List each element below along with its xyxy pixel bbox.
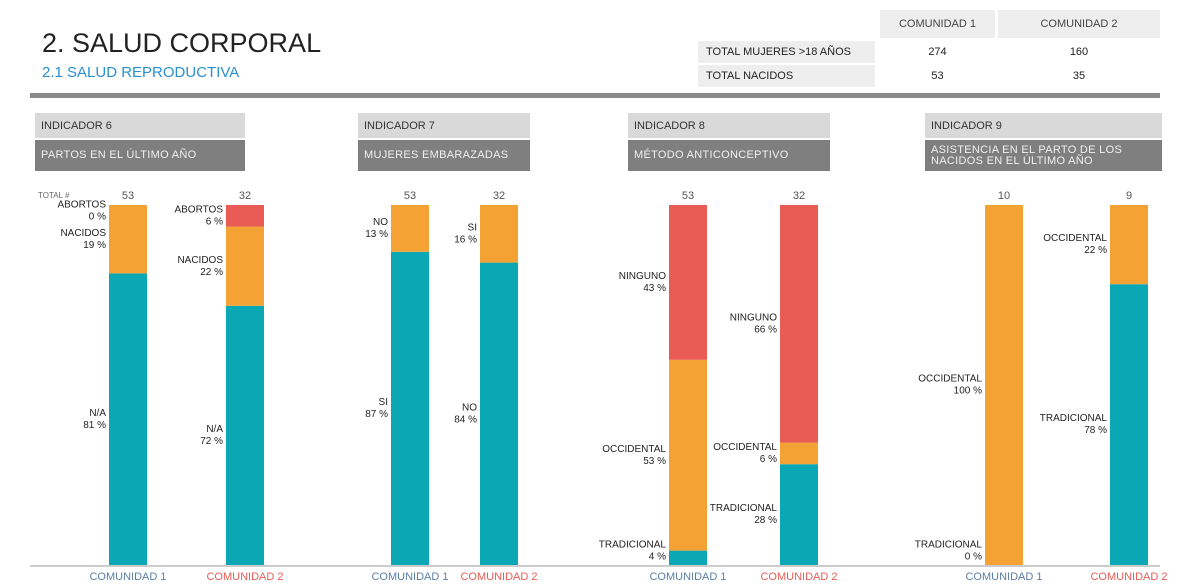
segment-label: 22 % — [200, 267, 223, 278]
bar-segment — [226, 226, 264, 306]
category-label: COMUNIDAD 1 — [89, 571, 166, 583]
segment-label: 13 % — [365, 229, 388, 240]
segment-label: 72 % — [200, 436, 223, 447]
segment-name: ABORTOS — [174, 204, 223, 215]
segment-name: NACIDOS — [60, 228, 106, 239]
total-label: TOTAL # — [38, 191, 70, 200]
segment-name: NO — [373, 217, 388, 228]
total: 53 — [404, 190, 416, 202]
segment-label: 81 % — [83, 420, 106, 431]
segment-label: 78 % — [1084, 425, 1107, 436]
total: 53 — [682, 190, 694, 202]
segment-name: N/A — [206, 424, 223, 435]
bar-segment — [109, 205, 147, 274]
total: 32 — [793, 190, 805, 202]
bar-segment — [669, 205, 707, 360]
segment-name: NACIDOS — [177, 255, 223, 266]
category-label: COMUNIDAD 2 — [760, 571, 837, 583]
page-title: 2. SALUD CORPORAL — [42, 28, 322, 58]
table-row-label: TOTAL MUJERES >18 AÑOS — [698, 41, 875, 63]
segment-name: NINGUNO — [619, 271, 666, 282]
table-cell: 274 — [928, 46, 947, 58]
page-subtitle: 2.1 SALUD REPRODUCTIVA — [42, 64, 240, 81]
indicator-title: ASISTENCIA EN EL PARTO DE LOS NACIDOS EN… — [925, 140, 1162, 171]
segment-label: 66 % — [754, 324, 777, 335]
segment-label: 100 % — [954, 386, 982, 397]
total: 32 — [493, 190, 505, 202]
segment-name: TRADICIONAL — [1040, 413, 1108, 424]
bar-segment — [669, 359, 707, 551]
category-label: COMUNIDAD 2 — [206, 571, 283, 583]
segment-label: 53 % — [643, 456, 666, 467]
table-row-label: TOTAL NACIDOS — [698, 65, 875, 87]
indicator-label: INDICADOR 9 — [925, 113, 1162, 138]
indicator-label: INDICADOR 8 — [628, 113, 830, 138]
total: 32 — [239, 190, 251, 202]
segment-name: TRADICIONAL — [599, 540, 667, 551]
segment-label: 28 % — [754, 515, 777, 526]
table-cell: 160 — [1069, 46, 1089, 58]
bar-segment — [391, 205, 429, 252]
category-label: COMUNIDAD 2 — [460, 571, 537, 583]
bar-segment — [109, 273, 147, 565]
table-cell: 53 — [931, 70, 944, 82]
total: 53 — [122, 190, 134, 202]
segment-name: OCCIDENTAL — [918, 374, 982, 385]
segment-label: 6 % — [760, 454, 777, 465]
indicator-title: MÉTODO ANTICONCEPTIVO — [628, 140, 830, 171]
table-header: COMUNIDAD 2 — [998, 10, 1160, 38]
segment-label: 4 % — [649, 552, 666, 563]
total: 10 — [998, 190, 1010, 202]
table-header: COMUNIDAD 1 — [880, 10, 995, 38]
bar-segment — [1110, 284, 1148, 565]
segment-name: SI — [379, 397, 388, 408]
bar-segment — [480, 205, 518, 263]
indicator-title: PARTOS EN EL ÚLTIMO AÑO — [35, 140, 245, 171]
bar-segment — [1110, 205, 1148, 285]
segment-name: OCCIDENTAL — [713, 442, 777, 453]
bar-segment — [480, 262, 518, 565]
total: 9 — [1126, 190, 1132, 202]
bar-segment — [669, 550, 707, 565]
segment-name: OCCIDENTAL — [1043, 233, 1107, 244]
segment-label: 19 % — [83, 240, 106, 251]
segment-label: 6 % — [206, 216, 223, 227]
segment-name: NINGUNO — [730, 312, 777, 323]
bar-segment — [985, 205, 1023, 565]
segment-label: 84 % — [454, 414, 477, 425]
segment-name: TRADICIONAL — [915, 540, 983, 551]
bar-segment — [226, 205, 264, 227]
bar-segment — [226, 305, 264, 565]
indicator-title: MUJERES EMBARAZADAS — [358, 140, 530, 171]
segment-label: 22 % — [1084, 245, 1107, 256]
segment-name: ABORTOS — [57, 200, 106, 211]
category-label: COMUNIDAD 1 — [965, 571, 1042, 583]
category-label: COMUNIDAD 1 — [371, 571, 448, 583]
segment-label: 87 % — [365, 409, 388, 420]
category-label: COMUNIDAD 1 — [649, 571, 726, 583]
indicator-label: INDICADOR 6 — [35, 113, 245, 138]
segment-name: SI — [468, 222, 477, 233]
segment-name: OCCIDENTAL — [602, 444, 666, 455]
table-cell: 35 — [1072, 70, 1086, 82]
segment-name: TRADICIONAL — [710, 503, 778, 514]
bar-segment — [780, 464, 818, 565]
segment-label: 0 % — [965, 552, 982, 563]
bar-segment — [780, 205, 818, 443]
indicator-label: INDICADOR 7 — [358, 113, 530, 138]
segment-label: 16 % — [454, 234, 477, 245]
divider — [30, 93, 1160, 98]
bar-segment — [391, 251, 429, 566]
segment-name: N/A — [89, 408, 106, 419]
segment-label: 0 % — [89, 212, 106, 223]
segment-label: 43 % — [643, 283, 666, 294]
bar-segment — [780, 442, 818, 465]
category-label: COMUNIDAD 2 — [1090, 571, 1167, 583]
segment-name: NO — [462, 402, 477, 413]
